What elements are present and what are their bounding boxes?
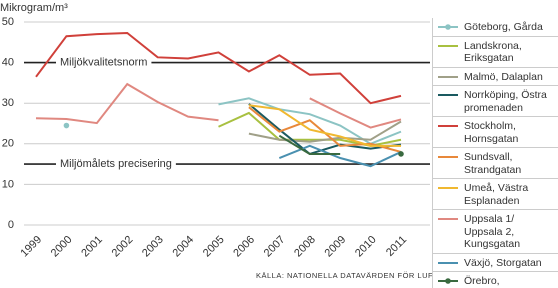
x-tick-label: 2004 [170,234,196,260]
legend-entry: Norrköping, Östra promenaden [433,86,558,117]
legend-entry: Göteborg, Gårda [433,18,558,37]
legend-swatch [438,24,458,30]
legend-label: Umeå, Västra Esplanaden [464,182,529,207]
legend-entry: Stockholm, Hornsgatan [433,117,558,148]
x-tick-label: 2000 [49,234,75,260]
legend-label: Sundsvall, Strandgatan [464,151,522,176]
x-tick-label: 2006 [231,234,257,260]
x-tick-label: 2002 [110,234,136,260]
series-line [248,103,402,156]
legend-swatch [438,187,458,189]
legend-swatch [438,94,458,96]
series-line [248,120,402,143]
series-line [278,144,402,168]
x-tick-label: 2008 [292,234,318,260]
legend-entry: Malmö, Dalaplan [433,68,558,86]
legend-swatch [438,156,458,158]
legend: Göteborg, Gårda Landskrona, Eriksgatan Mal… [432,18,558,288]
source: KÄLLA: NATIONELLA DATAVÄRDEN FÖR LUFT [256,271,432,280]
legend-label: Landskrona, Eriksgatan [464,39,522,65]
label-bg [56,157,176,172]
x-tick-label: 2011 [384,234,409,259]
legend-entry: Uppsala 1/ Uppsala 2, Kungsgatan [433,210,558,254]
x-tick-label: 2005 [201,234,227,260]
x-tick-label: 2007 [262,234,288,260]
series-line [35,82,219,125]
x-tick-label: 2010 [353,234,379,260]
legend-swatch [438,261,458,264]
series-line [309,97,402,129]
legend-swatch [438,44,458,47]
legend-label: Växjö, Storgatan [464,256,542,269]
swatch-dot [445,278,451,284]
legend-label: Uppsala 1/ Uppsala 2, Kungsgatan [464,213,521,250]
series-line [278,134,341,155]
y-tick-label: 10 [2,178,14,190]
y-tick-label: 50 [2,16,14,28]
series-line [35,31,402,105]
swatch-dot [445,24,451,30]
legend-label: Göteborg, Gårda [464,21,543,33]
x-tick-label: 2009 [323,234,349,260]
x-tick-label: 2003 [140,234,166,260]
y-axis-label: Mikrogram/m³ [0,2,68,14]
legend-swatch [438,125,458,127]
x-tick-label: 2001 [79,234,105,260]
legend-label: Malmö, Dalaplan [464,70,543,83]
legend-entry: Umeå, Västra Esplanaden [433,179,558,210]
legend-label: Örebro, [464,275,500,287]
reference-label: Miljömålets precisering [60,158,172,170]
y-tick-label: 40 [2,57,14,69]
legend-swatch [438,75,458,78]
y-tick-label: 30 [2,97,14,109]
point [398,151,404,157]
reference-label: Miljökvalitetsnorm [60,57,147,69]
legend-label: Norrköping, Östra promenaden [464,89,547,114]
legend-entry: Växjö, Storgatan [433,254,558,272]
point [63,122,70,129]
series-line [248,104,401,147]
legend-entry: Sundsvall, Strandgatan [433,148,558,179]
x-tick-label: 1999 [18,234,44,260]
legend-swatch [438,278,458,284]
legend-swatch [438,218,458,220]
plot: Mikrogram/m³ KÄLLA: NATIONELLA DATAVÄRDE… [0,2,438,280]
y-tick-label: 0 [8,219,14,231]
y-tick-label: 20 [2,138,14,150]
legend-label: Stockholm, Hornsgatan [464,120,519,145]
legend-entry: Landskrona, Eriksgatan [433,37,558,68]
label-bg [56,55,152,70]
legend-entry: Örebro, [433,272,558,288]
